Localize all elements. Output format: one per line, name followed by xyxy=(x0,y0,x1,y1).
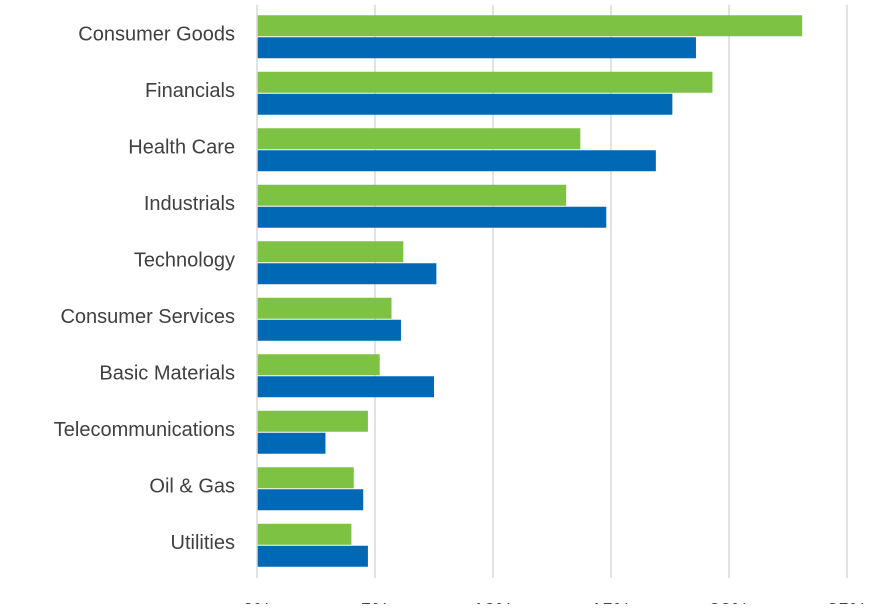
bar-1-consumer-goods xyxy=(257,15,803,37)
bar-2-oil-gas xyxy=(257,489,364,511)
x-tick-label: 15% xyxy=(591,600,631,604)
bar-2-basic-materials xyxy=(257,376,434,398)
bar-1-health-care xyxy=(257,128,581,150)
bar-1-telecommunications xyxy=(257,410,368,432)
bar-2-telecommunications xyxy=(257,432,326,454)
category-label: Basic Materials xyxy=(99,362,235,384)
category-label: Industrials xyxy=(144,193,235,215)
category-label: Utilities xyxy=(171,532,235,554)
bar-1-oil-gas xyxy=(257,467,354,489)
category-label: Consumer Services xyxy=(60,306,235,328)
x-tick-label: 25% xyxy=(827,600,867,604)
category-label: Health Care xyxy=(128,136,235,158)
bar-1-consumer-services xyxy=(257,297,392,319)
bar-1-industrials xyxy=(257,184,567,206)
category-label: Telecommunications xyxy=(54,419,235,441)
x-tick-label: 10% xyxy=(473,600,513,604)
category-label: Technology xyxy=(134,249,235,271)
x-tick-label: 0% xyxy=(243,600,272,604)
bar-1-financials xyxy=(257,71,713,93)
bar-1-basic-materials xyxy=(257,354,380,376)
bar-2-consumer-goods xyxy=(257,37,696,59)
x-tick-label: 5% xyxy=(361,600,390,604)
category-label: Financials xyxy=(145,80,235,102)
bar-2-consumer-services xyxy=(257,319,401,341)
bar-1-technology xyxy=(257,241,404,263)
x-tick-label: 20% xyxy=(709,600,749,604)
bar-2-financials xyxy=(257,93,673,115)
bar-2-industrials xyxy=(257,206,607,228)
bar-2-utilities xyxy=(257,545,368,567)
bar-1-utilities xyxy=(257,523,352,545)
bar-2-health-care xyxy=(257,150,656,172)
category-label: Oil & Gas xyxy=(149,475,235,497)
category-label: Consumer Goods xyxy=(78,23,235,45)
bar-2-technology xyxy=(257,263,437,285)
